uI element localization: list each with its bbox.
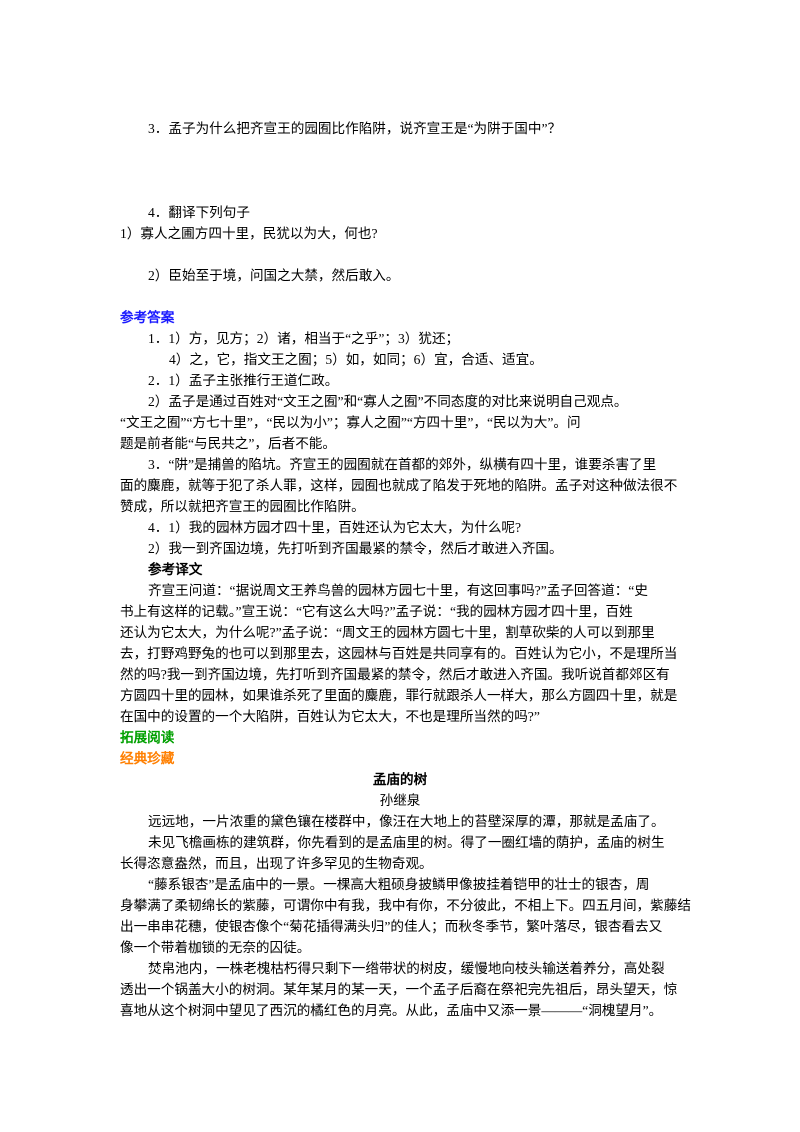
text-line: 还认为它太大，为什么呢?”孟子说：“周文王的园林方圆七十里，割草砍柴的人可以到那…: [120, 625, 655, 640]
text-line: 2）我一到齐国边境，先打听到齐国最紧的禁令，然后才敢进入齐国。: [148, 541, 563, 556]
text-line: 身攀满了柔韧绵长的紫藤，可谓你中有我，我中有你，不分彼此，不相上下。四五月间，紫…: [120, 898, 691, 913]
text-line: 2．1）孟子主张推行王道仁政。: [148, 373, 339, 388]
text-line: 远远地，一片浓重的黛色镶在楼群中，像汪在大地上的苔壁深厚的潭，那就是孟庙了。: [148, 814, 665, 829]
text-line: 齐宣王问道：“据说周文王养鸟兽的园林方园七十里，有这回事吗?”孟子回答道：“史: [148, 583, 648, 598]
text-line: 然的吗?我一到齐国边境，先打听到齐国最紧的禁令，然后才敢进入齐国。我听说首都郊区…: [120, 667, 670, 682]
text-line: 透出一个锅盖大小的树洞。某年某月的某一天，一个孟子后裔在祭祀完先祖后，昂头望天，…: [120, 982, 678, 997]
text-line: 4）之，它，指文王之囿；5）如，如同；6）宜，合适、适宜。: [169, 352, 543, 367]
text-line: 出一串串花穗，使银杏像个“菊花插得满头归”的佳人；而秋冬季节，繁叶落尽，银杏看去…: [120, 919, 663, 934]
text-line: 1．1）方，见方；2）诸，相当于“之乎”；3）犹还；: [148, 331, 460, 346]
section-heading: 拓展阅读: [120, 730, 175, 745]
text-line: 题是前者能“与民共之”，后者不能。: [120, 436, 336, 451]
text-line: 在国中的设置的一个大陷阱，百姓认为它太大，不也是理所当然的吗?”: [120, 709, 540, 724]
text-line: “文王之囿”“方七十里”，“民以为小”；寡人之囿”“方四十里”，“民以为大”。问: [120, 415, 581, 430]
text-line: 焚帛池内，一株老槐枯朽得只剩下一绺带状的树皮，缓慢地向枝头输送着养分，高处裂: [148, 961, 665, 976]
text-line: 2）孟子是通过百姓对“文王之囿”和“寡人之囿”不同态度的对比来说明自己观点。: [148, 394, 628, 409]
section-heading: 参考译文: [148, 562, 203, 577]
section-heading: 经典珍藏: [120, 751, 175, 766]
text-line: 方圆四十里的园林，如果谁杀死了里面的麋鹿，罪行就跟杀人一样大，那么方圆四十里，就…: [120, 688, 678, 703]
text-line: 去，打野鸡野兔的也可以到那里去，这园林与百姓是共同享有的。百姓认为它小，不是理所…: [120, 646, 678, 661]
text-line: 3．“阱”是捕兽的陷坑。齐宣王的园囿就在首都的郊外，纵横有四十里，谁要杀害了里: [148, 457, 657, 472]
text-line: 1）寡人之圃方四十里，民犹以为大，何也?: [120, 226, 378, 241]
section-heading: 参考答案: [120, 310, 175, 325]
text-line: “藤系银杏”是孟庙中的一景。一棵高大粗硕身披鳞甲像披挂着铠甲的壮士的银杏，周: [148, 877, 650, 892]
text-line: 未见飞檐画栋的建筑群，你先看到的是孟庙里的树。得了一圈红墙的荫护，孟庙的树生: [148, 835, 665, 850]
text-line: 喜地从这个树洞中望见了西沉的橘红色的月亮。从此，孟庙中又添一景———“洞槐望月”…: [120, 1003, 663, 1018]
text-line: 面的麋鹿，就等于犯了杀人罪，这样，园囿也就成了陷发于死地的陷阱。孟子对这种做法很…: [120, 478, 678, 493]
text-line: 赞成，所以就把齐宣王的园囿比作陷阱。: [120, 499, 365, 514]
text-line: 4．翻译下列句子: [148, 205, 250, 220]
text-line: 2）臣始至于境，问国之大禁，然后敢入。: [148, 268, 400, 283]
article-title: 孟庙的树: [372, 772, 428, 787]
text-line: 像一个带着枷锁的无奈的囚徒。: [120, 940, 311, 955]
text-line: 4．1）我的园林方园才四十里，百姓还认为它太大，为什么呢?: [148, 520, 522, 535]
text-line: 3．孟子为什么把齐宣王的园囿比作陷阱，说齐宣王是“为阱于国中”？: [148, 121, 562, 136]
text-line: 长得恣意盎然，而且，出现了许多罕见的生物奇观。: [120, 856, 433, 871]
article-author: 孙继泉: [379, 793, 421, 808]
text-line: 书上有这样的记载。”宣王说：“它有这么大吗?”孟子说：“我的园林方园才四十里，百…: [120, 604, 633, 619]
